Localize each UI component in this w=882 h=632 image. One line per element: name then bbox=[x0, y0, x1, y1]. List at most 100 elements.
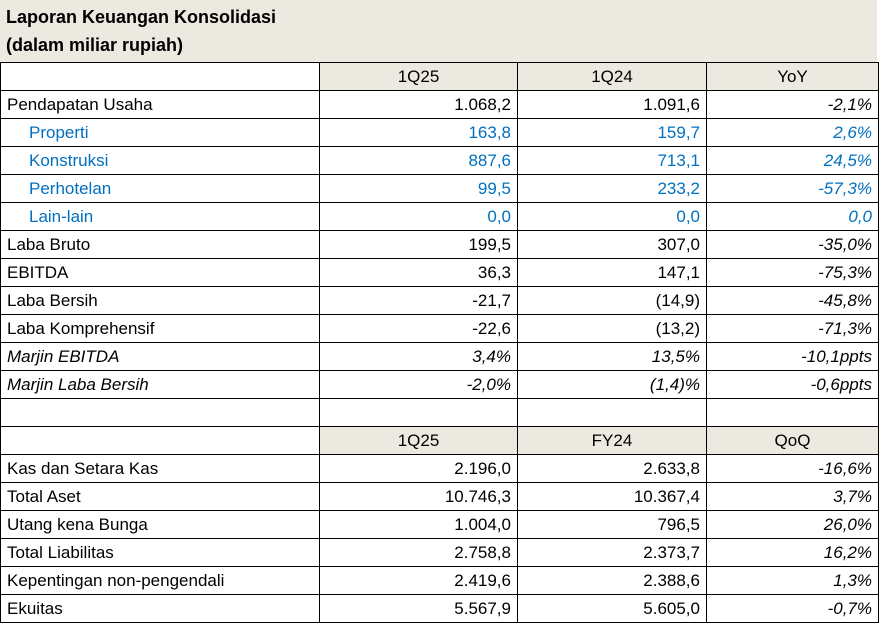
table-row: Konstruksi 887,6 713,1 24,5% bbox=[0, 146, 879, 175]
row-value: 199,5 bbox=[319, 230, 518, 259]
row-value: 0,0 bbox=[706, 202, 879, 231]
spacer-cell bbox=[706, 398, 879, 427]
row-value: 36,3 bbox=[319, 258, 518, 287]
row-value: 10.367,4 bbox=[517, 482, 707, 511]
row-label: Laba Bruto bbox=[0, 230, 320, 259]
table-row: Marjin EBITDA 3,4% 13,5% -10,1ppts bbox=[0, 342, 879, 371]
row-value: -22,6 bbox=[319, 314, 518, 343]
row-value: 1,3% bbox=[706, 566, 879, 595]
table-row: Laba Bruto 199,5 307,0 -35,0% bbox=[0, 230, 879, 259]
report-title: Laporan Keuangan Konsolidasi (dalam mili… bbox=[0, 0, 877, 62]
row-value: -16,6% bbox=[706, 454, 879, 483]
row-label: Ekuitas bbox=[0, 594, 320, 623]
row-value: 2,6% bbox=[706, 118, 879, 147]
row-value: (14,9) bbox=[517, 286, 707, 315]
row-value: (13,2) bbox=[517, 314, 707, 343]
row-label: Properti bbox=[0, 118, 320, 147]
row-value: -21,7 bbox=[319, 286, 518, 315]
header-blank bbox=[0, 426, 320, 455]
row-value: 0,0 bbox=[517, 202, 707, 231]
row-label: Pendapatan Usaha bbox=[0, 90, 320, 119]
column-header: FY24 bbox=[517, 426, 707, 455]
header-blank bbox=[0, 62, 320, 91]
row-value: 159,7 bbox=[517, 118, 707, 147]
column-header: QoQ bbox=[706, 426, 879, 455]
header-row: 1Q25 FY24 QoQ bbox=[0, 426, 879, 455]
table-row: Lain-lain 0,0 0,0 0,0 bbox=[0, 202, 879, 231]
title-line-2: (dalam miliar rupiah) bbox=[6, 35, 184, 55]
column-header: 1Q25 bbox=[319, 426, 518, 455]
column-header: 1Q25 bbox=[319, 62, 518, 91]
row-value: 16,2% bbox=[706, 538, 879, 567]
row-label: Total Aset bbox=[0, 482, 320, 511]
row-value: 1.068,2 bbox=[319, 90, 518, 119]
row-value: -57,3% bbox=[706, 174, 879, 203]
row-value: -0,7% bbox=[706, 594, 879, 623]
row-value: 3,4% bbox=[319, 342, 518, 371]
table-row: Ekuitas 5.567,9 5.605,0 -0,7% bbox=[0, 594, 879, 623]
table-row: Kepentingan non-pengendali 2.419,6 2.388,6… bbox=[0, 566, 879, 595]
table-row: Total Aset 10.746,3 10.367,4 3,7% bbox=[0, 482, 879, 511]
row-value: 2.633,8 bbox=[517, 454, 707, 483]
row-value: 5.605,0 bbox=[517, 594, 707, 623]
row-value: -75,3% bbox=[706, 258, 879, 287]
row-value: 24,5% bbox=[706, 146, 879, 175]
row-label: Marjin EBITDA bbox=[0, 342, 320, 371]
table-row: Pendapatan Usaha 1.068,2 1.091,6 -2,1% bbox=[0, 90, 879, 119]
row-value: 713,1 bbox=[517, 146, 707, 175]
row-value: -35,0% bbox=[706, 230, 879, 259]
row-value: -0,6ppts bbox=[706, 370, 879, 399]
row-value: -71,3% bbox=[706, 314, 879, 343]
row-value: 2.419,6 bbox=[319, 566, 518, 595]
row-value: 2.373,7 bbox=[517, 538, 707, 567]
table-row: EBITDA 36,3 147,1 -75,3% bbox=[0, 258, 879, 287]
row-label: Marjin Laba Bersih bbox=[0, 370, 320, 399]
header-row: 1Q25 1Q24 YoY bbox=[0, 62, 879, 91]
row-value: 887,6 bbox=[319, 146, 518, 175]
row-value: -2,0% bbox=[319, 370, 518, 399]
table-row: Properti 163,8 159,7 2,6% bbox=[0, 118, 879, 147]
row-label: Laba Komprehensif bbox=[0, 314, 320, 343]
row-value: 10.746,3 bbox=[319, 482, 518, 511]
spacer-cell bbox=[319, 398, 518, 427]
row-value: 163,8 bbox=[319, 118, 518, 147]
row-label: Lain-lain bbox=[0, 202, 320, 231]
title-line-1: Laporan Keuangan Konsolidasi bbox=[6, 7, 277, 27]
row-value: 26,0% bbox=[706, 510, 879, 539]
row-label: Laba Bersih bbox=[0, 286, 320, 315]
row-value: 5.567,9 bbox=[319, 594, 518, 623]
row-value: 147,1 bbox=[517, 258, 707, 287]
row-value: 0,0 bbox=[319, 202, 518, 231]
row-label: Kepentingan non-pengendali bbox=[0, 566, 320, 595]
table-row: Perhotelan 99,5 233,2 -57,3% bbox=[0, 174, 879, 203]
row-label: Utang kena Bunga bbox=[0, 510, 320, 539]
row-value: 3,7% bbox=[706, 482, 879, 511]
row-label: Kas dan Setara Kas bbox=[0, 454, 320, 483]
table-row: Laba Komprehensif -22,6 (13,2) -71,3% bbox=[0, 314, 879, 343]
table-row: Marjin Laba Bersih -2,0% (1,4)% -0,6ppts bbox=[0, 370, 879, 399]
row-label: Total Liabilitas bbox=[0, 538, 320, 567]
spacer-cell bbox=[0, 398, 320, 427]
financial-table: 1Q25 1Q24 YoY Pendapatan Usaha 1.068,2 1.091,… bbox=[0, 62, 879, 623]
table-row: Utang kena Bunga 1.004,0 796,5 26,0% bbox=[0, 510, 879, 539]
row-label: Perhotelan bbox=[0, 174, 320, 203]
row-value: 99,5 bbox=[319, 174, 518, 203]
row-value: (1,4)% bbox=[517, 370, 707, 399]
row-value: 796,5 bbox=[517, 510, 707, 539]
row-value: 1.004,0 bbox=[319, 510, 518, 539]
table-row: Laba Bersih -21,7 (14,9) -45,8% bbox=[0, 286, 879, 315]
row-value: -2,1% bbox=[706, 90, 879, 119]
table-row: Kas dan Setara Kas 2.196,0 2.633,8 -16,6% bbox=[0, 454, 879, 483]
spacer-row bbox=[0, 398, 879, 427]
row-value: 307,0 bbox=[517, 230, 707, 259]
column-header: YoY bbox=[706, 62, 879, 91]
spacer-cell bbox=[517, 398, 707, 427]
row-value: 233,2 bbox=[517, 174, 707, 203]
row-value: 2.758,8 bbox=[319, 538, 518, 567]
column-header: 1Q24 bbox=[517, 62, 707, 91]
row-value: 2.388,6 bbox=[517, 566, 707, 595]
row-value: 2.196,0 bbox=[319, 454, 518, 483]
row-value: -10,1ppts bbox=[706, 342, 879, 371]
row-label: EBITDA bbox=[0, 258, 320, 287]
